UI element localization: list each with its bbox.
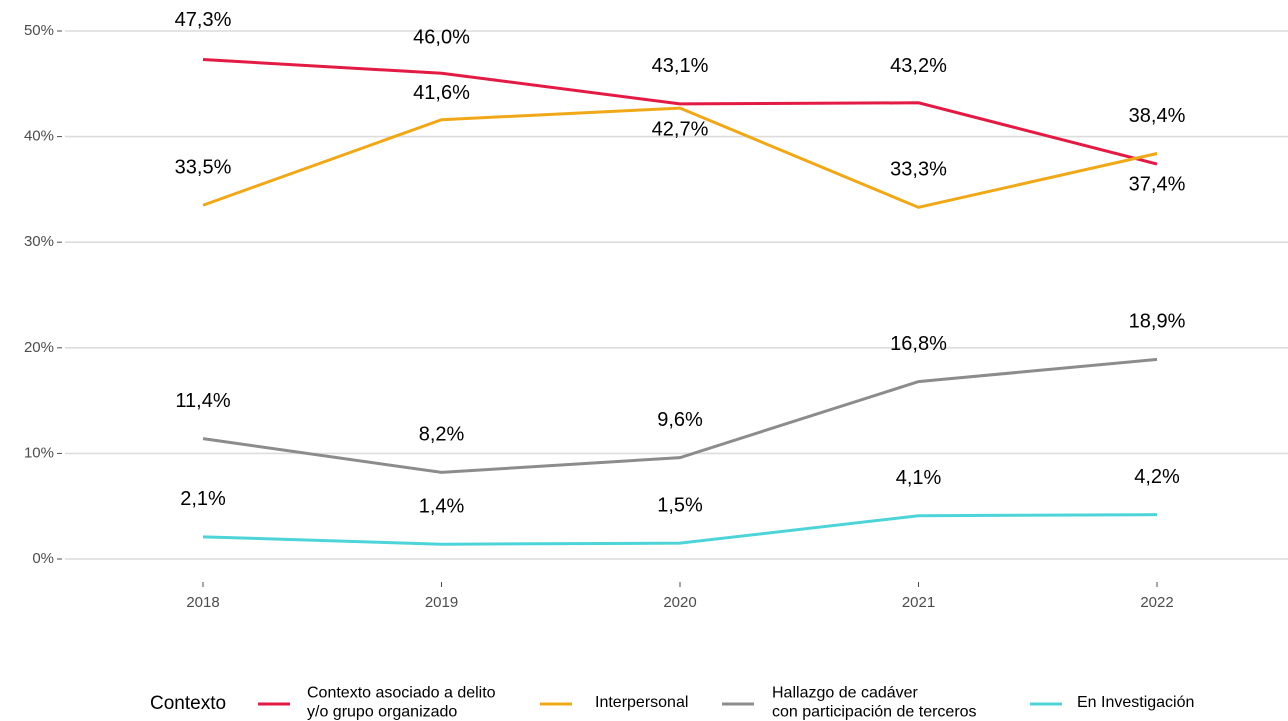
legend-label: Interpersonal xyxy=(595,694,688,711)
data-label: 18,9% xyxy=(1129,311,1186,333)
data-label: 46,0% xyxy=(413,27,470,49)
x-tick-label: 2018 xyxy=(186,594,219,611)
series-line xyxy=(202,58,1158,166)
y-tick-label: 0% xyxy=(32,550,54,567)
legend-label: Contexto asociado a delito y/o grupo orga… xyxy=(307,685,496,721)
y-tick-label: 10% xyxy=(24,444,54,461)
data-label: 1,4% xyxy=(419,495,465,517)
legend-label: En Investigación xyxy=(1077,694,1194,711)
data-label: 2,1% xyxy=(180,488,226,510)
data-label: 41,6% xyxy=(413,82,470,104)
data-label: 33,5% xyxy=(175,157,232,179)
data-label: 16,8% xyxy=(890,333,947,355)
y-tick-label: 40% xyxy=(24,128,54,145)
data-label: 8,2% xyxy=(419,424,465,446)
legend-label: Hallazgo de cadáver con participación de … xyxy=(772,685,977,721)
y-tick-label: 50% xyxy=(24,22,54,39)
data-label: 9,6% xyxy=(657,409,703,431)
data-label: 43,1% xyxy=(652,55,709,77)
data-label: 4,2% xyxy=(1134,466,1180,488)
data-label: 43,2% xyxy=(890,55,947,77)
series-line xyxy=(202,106,1158,209)
data-label: 33,3% xyxy=(890,159,947,181)
data-label: 1,5% xyxy=(657,494,703,516)
data-label: 4,1% xyxy=(896,467,942,489)
data-label: 38,4% xyxy=(1129,105,1186,127)
y-tick-label: 30% xyxy=(24,233,54,250)
x-tick-label: 2019 xyxy=(425,594,458,611)
x-tick-label: 2022 xyxy=(1140,594,1173,611)
y-tick-label: 20% xyxy=(24,339,54,356)
data-label: 47,3% xyxy=(175,9,232,31)
series-line xyxy=(202,357,1158,474)
data-label: 11,4% xyxy=(175,390,230,412)
x-tick-label: 2021 xyxy=(902,594,935,611)
series-line xyxy=(202,513,1158,546)
data-label: 42,7% xyxy=(652,118,709,140)
legend-title: Contexto xyxy=(150,693,226,714)
data-label: 37,4% xyxy=(1129,173,1186,195)
x-tick-label: 2020 xyxy=(663,594,696,611)
